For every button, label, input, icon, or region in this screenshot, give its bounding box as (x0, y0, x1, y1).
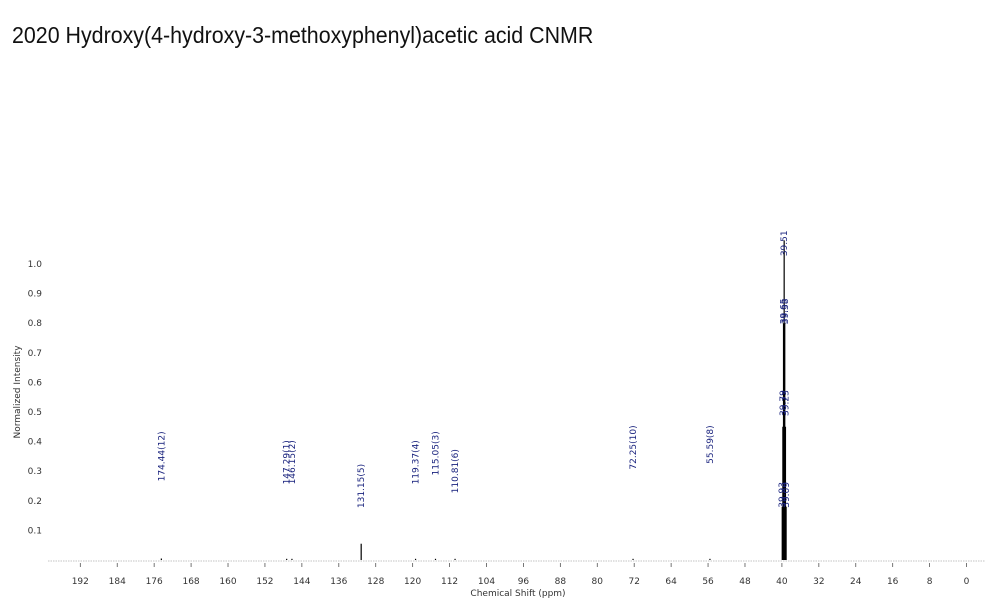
x-tick-label: 32 (813, 577, 824, 587)
x-tick-label: 8 (927, 577, 933, 587)
y-tick-label: 0.8 (28, 319, 43, 329)
x-tick-label: 136 (330, 577, 347, 587)
y-axis-title: Normalized Intensity (13, 345, 23, 439)
x-tick-label: 152 (256, 577, 273, 587)
peak-label: 39.38 (781, 298, 791, 324)
x-tick-label: 56 (702, 577, 714, 587)
x-tick-label: 192 (72, 577, 89, 587)
y-tick-label: 0.9 (28, 290, 43, 300)
y-tick-label: 0.5 (28, 408, 42, 418)
x-tick-label: 72 (628, 577, 639, 587)
x-tick-label: 80 (592, 577, 604, 587)
y-tick-label: 1.0 (28, 260, 43, 270)
y-tick-label: 0.1 (28, 526, 42, 536)
x-tick-label: 0 (964, 577, 970, 587)
peak-label: 115.05(3) (432, 431, 442, 475)
peak-label: 146.15(2) (288, 440, 298, 484)
peak-label: 39.09 (782, 482, 792, 508)
x-axis: 192 184 176 168 160 152 144 136 128 120 112 104 96 88… (48, 560, 985, 587)
x-tick-label: 40 (776, 577, 788, 587)
page-title: 2020 Hydroxy(4-hydroxy-3-methoxyphenyl)a… (12, 22, 594, 48)
y-tick-label: 0.3 (28, 467, 42, 477)
peak-label: 39.23 (782, 390, 792, 416)
peak-label: 110.81(6) (451, 449, 461, 493)
peak-label: 119.37(4) (412, 440, 422, 484)
peak-label: 39.51 (780, 230, 790, 256)
peak-labels: 174.44(12) 147.29(1)146.15(2) 131.15(5) 119… (157, 230, 792, 508)
x-tick-label: 184 (109, 577, 126, 587)
x-tick-label: 176 (146, 577, 163, 587)
y-axis: 0.1 0.2 0.3 0.4 0.5 0.6 0.7 0.8 0.9 1.0 (28, 260, 43, 536)
x-tick-label: 112 (441, 577, 458, 587)
y-tick-label: 0.6 (28, 378, 43, 388)
x-tick-label: 96 (518, 577, 530, 587)
peak-label: 174.44(12) (157, 431, 167, 481)
x-tick-label: 168 (182, 577, 199, 587)
x-axis-title: Chemical Shift (ppm) (470, 589, 565, 599)
peak-label: 55.59(8) (706, 425, 716, 464)
x-tick-label: 120 (404, 577, 421, 587)
peak-label: 39.65 (780, 299, 790, 325)
x-tick-label: 88 (555, 577, 567, 587)
y-tick-label: 0.7 (28, 349, 42, 359)
x-tick-label: 104 (478, 577, 495, 587)
x-tick-label: 64 (665, 577, 677, 587)
peak-label: 147.29(1) (283, 440, 293, 484)
x-tick-label: 48 (739, 577, 751, 587)
y-tick-label: 0.4 (28, 438, 43, 448)
peak-label: 39.93 (778, 482, 788, 508)
x-tick-label: 144 (293, 577, 310, 587)
spectrum (160, 240, 787, 560)
y-tick-label: 0.2 (28, 497, 42, 507)
peak-label: 131.15(5) (357, 464, 367, 508)
peak-label: 39.79 (779, 390, 789, 416)
x-tick-label: 128 (367, 577, 384, 587)
peak-label: 72.25(10) (629, 425, 639, 469)
x-tick-label: 160 (219, 577, 236, 587)
x-tick-label: 24 (850, 577, 862, 587)
x-tick-label: 16 (887, 577, 899, 587)
